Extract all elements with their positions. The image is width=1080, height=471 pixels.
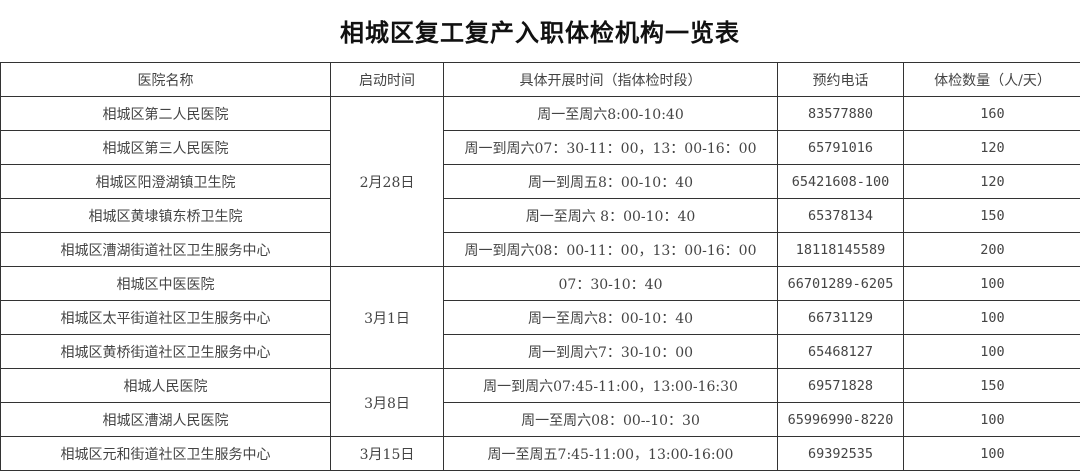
daily-quota: 100 xyxy=(904,301,1080,335)
exam-hours: 周一到周五8：00-10：40 xyxy=(444,165,778,199)
start-date: 3月8日 xyxy=(331,369,444,437)
hospital-name: 相城区阳澄湖镇卫生院 xyxy=(1,165,331,199)
hospital-name: 相城区黄桥街道社区卫生服务中心 xyxy=(1,335,331,369)
phone-number: 66731129 xyxy=(778,301,904,335)
start-date: 2月28日 xyxy=(331,97,444,267)
header-start: 启动时间 xyxy=(331,63,444,97)
hospital-name: 相城区太平街道社区卫生服务中心 xyxy=(1,301,331,335)
daily-quota: 100 xyxy=(904,437,1080,471)
hospital-name: 相城人民医院 xyxy=(1,369,331,403)
header-quota: 体检数量（人/天） xyxy=(904,63,1080,97)
exam-hours: 周一到周六7：30-10：00 xyxy=(444,335,778,369)
daily-quota: 100 xyxy=(904,403,1080,437)
exam-hours: 周一到周六07:45-11:00，13:00-16:30 xyxy=(444,369,778,403)
phone-number: 83577880 xyxy=(778,97,904,131)
daily-quota: 120 xyxy=(904,131,1080,165)
phone-number: 69571828 xyxy=(778,369,904,403)
clinic-table: 医院名称 启动时间 具体开展时间（指体检时段） 预约电话 体检数量（人/天） 相… xyxy=(0,62,1080,471)
phone-number: 18118145589 xyxy=(778,233,904,267)
daily-quota: 150 xyxy=(904,369,1080,403)
table-row: 相城区漕湖街道社区卫生服务中心 周一到周六08：00-11：00，13：00-16… xyxy=(1,233,1080,267)
phone-number: 65378134 xyxy=(778,199,904,233)
daily-quota: 100 xyxy=(904,335,1080,369)
hospital-name: 相城区黄埭镇东桥卫生院 xyxy=(1,199,331,233)
header-phone: 预约电话 xyxy=(778,63,904,97)
exam-hours: 周一到周六07：30-11：00，13：00-16：00 xyxy=(444,131,778,165)
exam-hours: 周一至周六 8：00-10：40 xyxy=(444,199,778,233)
header-hours: 具体开展时间（指体检时段） xyxy=(444,63,778,97)
phone-number: 65996990-8220 xyxy=(778,403,904,437)
phone-number: 65791016 xyxy=(778,131,904,165)
phone-number: 69392535 xyxy=(778,437,904,471)
start-date: 3月15日 xyxy=(331,437,444,471)
exam-hours: 07：30-10：40 xyxy=(444,267,778,301)
exam-hours: 周一至周五7:45-11:00，13:00-16:00 xyxy=(444,437,778,471)
exam-hours: 周一到周六08：00-11：00，13：00-16：00 xyxy=(444,233,778,267)
exam-hours: 周一至周六08：00--10：30 xyxy=(444,403,778,437)
phone-number: 65468127 xyxy=(778,335,904,369)
page-title: 相城区复工复产入职体检机构一览表 xyxy=(0,0,1080,62)
daily-quota: 120 xyxy=(904,165,1080,199)
hospital-name: 相城区第三人民医院 xyxy=(1,131,331,165)
hospital-name: 相城区中医医院 xyxy=(1,267,331,301)
hospital-name: 相城区第二人民医院 xyxy=(1,97,331,131)
hospital-name: 相城区漕湖街道社区卫生服务中心 xyxy=(1,233,331,267)
phone-number: 66701289-6205 xyxy=(778,267,904,301)
hospital-name: 相城区漕湖人民医院 xyxy=(1,403,331,437)
hospital-name: 相城区元和街道社区卫生服务中心 xyxy=(1,437,331,471)
daily-quota: 160 xyxy=(904,97,1080,131)
exam-hours: 周一至周六8:00-10:40 xyxy=(444,97,778,131)
exam-hours: 周一至周六8：00-10：40 xyxy=(444,301,778,335)
daily-quota: 100 xyxy=(904,267,1080,301)
header-name: 医院名称 xyxy=(1,63,331,97)
daily-quota: 200 xyxy=(904,233,1080,267)
daily-quota: 150 xyxy=(904,199,1080,233)
table-header-row: 医院名称 启动时间 具体开展时间（指体检时段） 预约电话 体检数量（人/天） xyxy=(1,63,1080,97)
start-date: 3月1日 xyxy=(331,267,444,369)
phone-number: 65421608-100 xyxy=(778,165,904,199)
